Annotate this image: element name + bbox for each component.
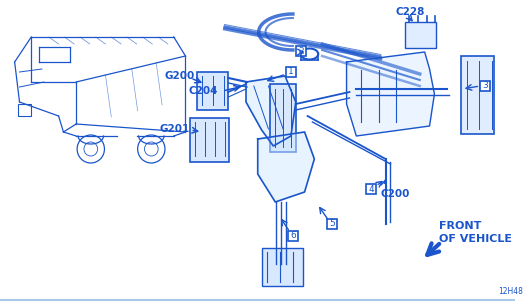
Text: 6: 6 <box>290 232 296 240</box>
Text: 2: 2 <box>298 47 304 56</box>
Text: 5: 5 <box>329 219 335 229</box>
Polygon shape <box>258 132 314 202</box>
Bar <box>262 248 303 286</box>
Text: OF VEHICLE: OF VEHICLE <box>439 234 512 244</box>
Text: 1: 1 <box>288 67 294 77</box>
Polygon shape <box>246 76 296 146</box>
Text: C200: C200 <box>381 189 410 199</box>
Text: 12H48: 12H48 <box>498 288 523 296</box>
Text: C228: C228 <box>395 7 425 17</box>
Bar <box>197 72 229 110</box>
Bar <box>366 184 376 194</box>
Text: C204: C204 <box>188 86 218 96</box>
Bar <box>286 67 296 77</box>
Text: G200: G200 <box>164 71 194 81</box>
Polygon shape <box>346 52 435 136</box>
Bar <box>405 22 436 48</box>
Bar <box>288 231 298 241</box>
Bar <box>296 46 306 56</box>
Bar <box>270 84 296 152</box>
Bar <box>327 219 337 229</box>
Text: 4: 4 <box>368 185 374 194</box>
Bar <box>480 81 490 91</box>
Text: G201: G201 <box>159 124 190 134</box>
Bar <box>461 56 494 134</box>
Bar <box>191 118 229 162</box>
Text: FRONT: FRONT <box>439 221 482 231</box>
Text: 3: 3 <box>482 81 488 91</box>
Bar <box>17 104 31 116</box>
